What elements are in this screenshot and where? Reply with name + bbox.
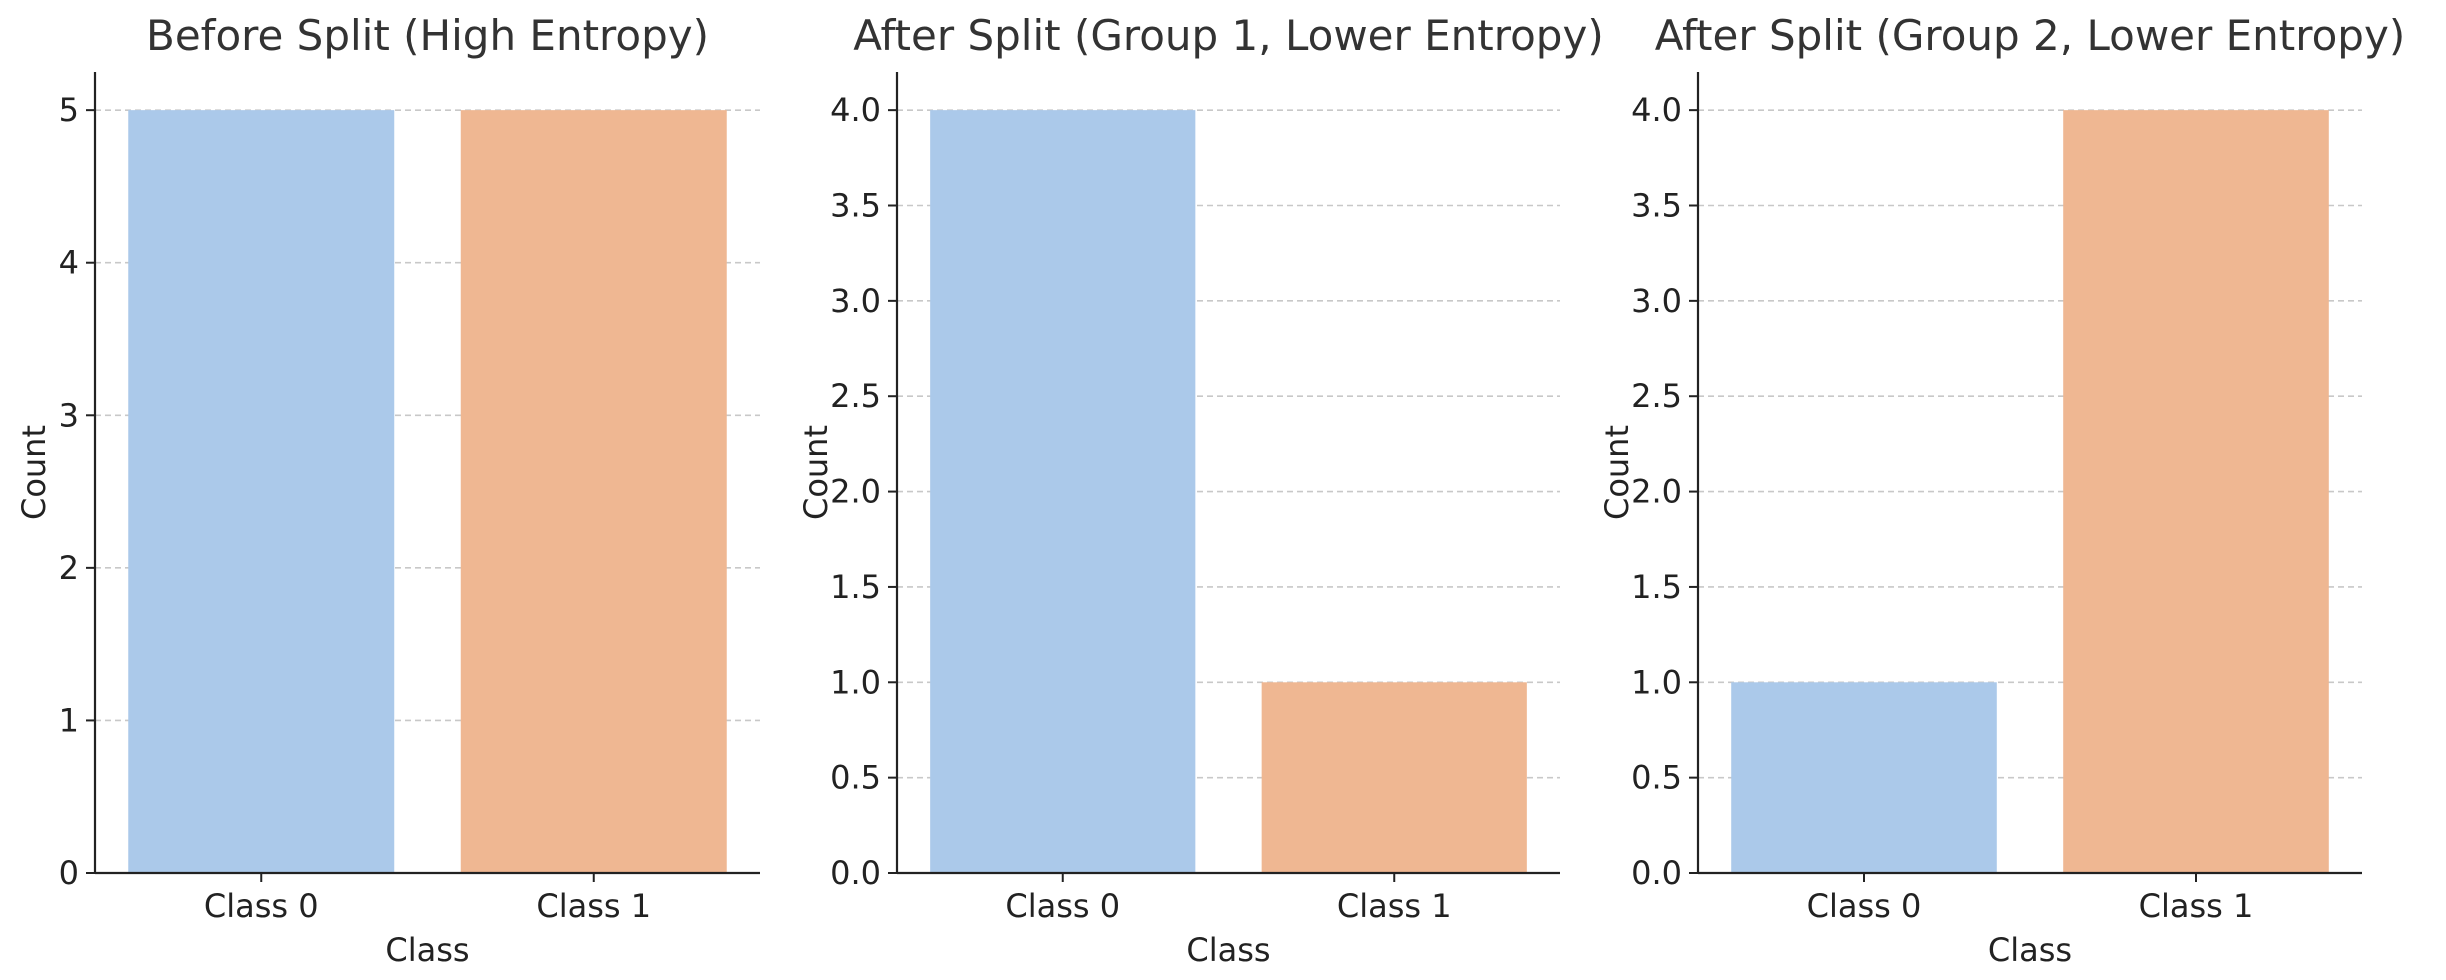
axis-spines — [93, 72, 760, 875]
x-tick-label: Class 0 — [1005, 887, 1120, 925]
bar-group — [1731, 110, 2329, 873]
y-tick-label: 5 — [59, 91, 79, 129]
x-axis-ticks: Class 0 Class 1 — [1807, 873, 2254, 925]
x-tick-label: Class 1 — [536, 887, 651, 925]
y-tick-label: 3.5 — [830, 187, 881, 225]
bar-group — [128, 110, 727, 873]
chart-panel-group-2: After Split (Group 2, Lower Entropy) 0.0… — [1598, 11, 2405, 969]
chart-title: After Split (Group 1, Lower Entropy) — [853, 11, 1603, 60]
y-tick-label: 4.0 — [830, 91, 881, 129]
bar-class-0 — [930, 110, 1196, 873]
y-tick-label: 1 — [59, 701, 79, 739]
y-tick-label: 1.5 — [1631, 568, 1682, 606]
x-tick-label: Class 0 — [204, 887, 319, 925]
chart-panel-before-split: Before Split (High Entropy) 0 1 2 3 4 5 Class… — [15, 11, 760, 969]
y-tick-label: 2.0 — [1631, 473, 1682, 511]
y-tick-label: 0 — [59, 854, 79, 892]
y-tick-label: 0.5 — [1631, 759, 1682, 797]
chart-panel-group-1: After Split (Group 1, Lower Entropy) 0.0… — [797, 11, 1604, 969]
y-axis-label: Count — [797, 425, 835, 520]
y-tick-label: 0.0 — [1631, 854, 1682, 892]
chart-title: Before Split (High Entropy) — [146, 11, 709, 60]
bar-class-1 — [460, 110, 727, 873]
bar-class-1 — [1261, 682, 1527, 873]
y-tick-label: 1.5 — [830, 568, 881, 606]
y-axis-ticks: 0.0 0.5 1.0 1.5 2.0 2.5 3.0 3.5 4.0 — [1631, 91, 1698, 892]
bar-class-0 — [1731, 682, 1997, 873]
x-axis-label: Class — [1186, 931, 1270, 969]
bar-class-0 — [128, 110, 395, 873]
y-tick-label: 2 — [59, 549, 79, 587]
y-tick-label: 3 — [59, 396, 79, 434]
y-axis-ticks: 0.0 0.5 1.0 1.5 2.0 2.5 3.0 3.5 4.0 — [830, 91, 897, 892]
y-tick-label: 1.0 — [830, 663, 881, 701]
y-axis-label: Count — [1598, 425, 1636, 520]
y-tick-label: 3.5 — [1631, 187, 1682, 225]
chart-title: After Split (Group 2, Lower Entropy) — [1655, 11, 2405, 60]
y-tick-label: 4.0 — [1631, 91, 1682, 129]
x-axis-label: Class — [385, 931, 469, 969]
bar-group — [930, 110, 1527, 873]
y-tick-label: 0.0 — [830, 854, 881, 892]
y-tick-label: 3.0 — [1631, 282, 1682, 320]
y-tick-label: 0.5 — [830, 759, 881, 797]
y-tick-label: 2.5 — [830, 377, 881, 415]
y-tick-label: 2.0 — [830, 473, 881, 511]
x-tick-label: Class 1 — [1337, 887, 1452, 925]
x-tick-label: Class 1 — [2139, 887, 2254, 925]
x-axis-ticks: Class 0 Class 1 — [1005, 873, 1452, 925]
y-tick-label: 3.0 — [830, 282, 881, 320]
x-tick-label: Class 0 — [1807, 887, 1922, 925]
bar-class-1 — [2063, 110, 2329, 873]
y-axis-ticks: 0 1 2 3 4 5 — [59, 91, 95, 892]
x-axis-ticks: Class 0 Class 1 — [204, 873, 651, 925]
y-tick-label: 1.0 — [1631, 663, 1682, 701]
y-tick-label: 4 — [59, 244, 79, 282]
y-tick-label: 2.5 — [1631, 377, 1682, 415]
x-axis-label: Class — [1988, 931, 2072, 969]
y-axis-label: Count — [15, 425, 53, 520]
